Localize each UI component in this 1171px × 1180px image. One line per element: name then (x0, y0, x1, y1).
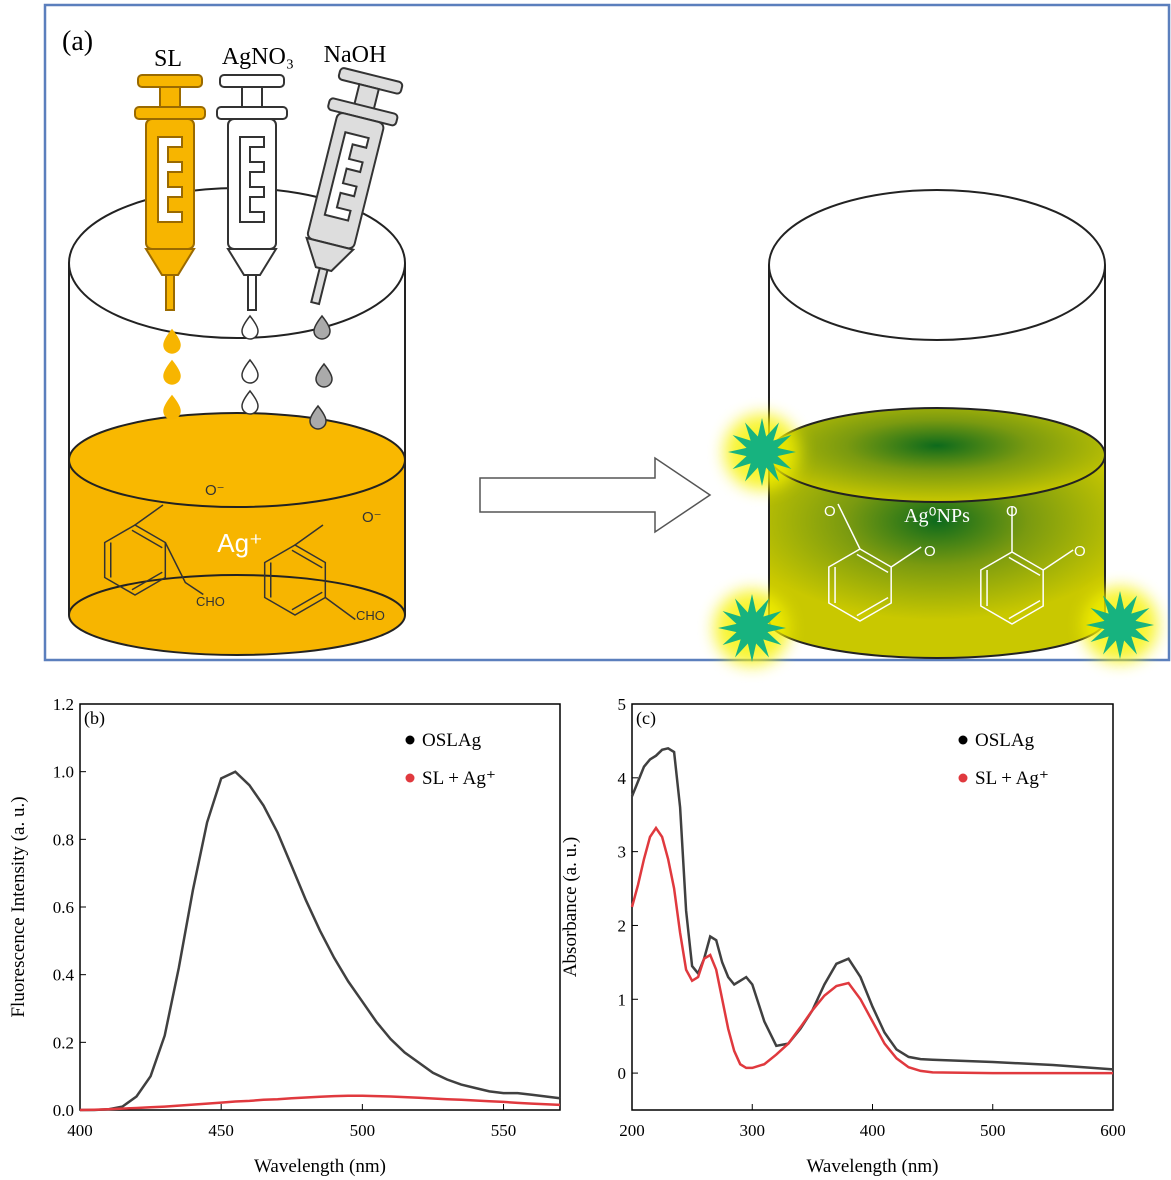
y-tick-label: 2 (618, 916, 627, 935)
group-label: O⁻ (362, 509, 382, 526)
legend-label: SL + Ag⁺ (422, 768, 496, 789)
panel-label: (b) (84, 708, 105, 729)
x-tick-label: 300 (740, 1121, 766, 1140)
y-tick-label: 1.2 (53, 695, 74, 714)
syringe (217, 75, 287, 310)
data-line (80, 772, 560, 1110)
reagent-label: AgNO₃ (222, 44, 294, 70)
x-tick-label: 500 (350, 1121, 376, 1140)
drop (242, 360, 258, 383)
y-tick-label: 1 (618, 990, 627, 1009)
panel-label: (a) (62, 26, 93, 57)
legend-marker (959, 774, 968, 783)
group-label: CHO (196, 594, 225, 609)
data-line (632, 828, 1113, 1073)
x-axis-label: Wavelength (nm) (254, 1156, 386, 1177)
y-axis-label: Fluorescence Intensity (a. u.) (8, 796, 29, 1017)
group-label: CHO (356, 608, 385, 623)
reagent-label: SL (154, 46, 182, 72)
drop (314, 316, 330, 339)
reagent-label: NaOH (324, 42, 387, 68)
x-tick-label: 500 (980, 1121, 1006, 1140)
legend-label: OSLAg (422, 730, 482, 751)
y-tick-label: 0.2 (53, 1033, 74, 1052)
y-tick-label: 3 (618, 843, 627, 862)
y-tick-label: 1.0 (53, 763, 74, 782)
group-label: O (1074, 543, 1086, 560)
x-tick-label: 200 (619, 1121, 645, 1140)
legend-marker (959, 736, 968, 745)
drop (164, 361, 180, 384)
syringe (281, 67, 406, 312)
drop (164, 396, 180, 419)
legend-label: OSLAg (975, 730, 1035, 751)
y-tick-label: 0 (618, 1064, 627, 1083)
group-label: O (924, 543, 936, 560)
arrow (480, 458, 710, 532)
ion-label: Ag⁺ (217, 528, 263, 558)
legend-marker (406, 736, 415, 745)
legend-label: SL + Ag⁺ (975, 768, 1049, 789)
y-tick-label: 0.8 (53, 830, 74, 849)
drop (242, 316, 258, 339)
syringe (135, 75, 205, 310)
panel-label: (c) (636, 708, 656, 729)
legend-marker (406, 774, 415, 783)
x-tick-label: 450 (208, 1121, 234, 1140)
drop (316, 364, 332, 387)
figure: (a) SL AgNO₃ NaOH Ag⁺ Ag⁰NPs (0, 0, 1171, 1180)
plot-frame (632, 704, 1113, 1110)
data-line (80, 1096, 560, 1110)
y-tick-label: 5 (618, 695, 627, 714)
y-tick-label: 0.6 (53, 898, 74, 917)
drop (242, 391, 258, 414)
beaker-right (769, 190, 1105, 658)
x-tick-label: 600 (1100, 1121, 1126, 1140)
plot-frame (80, 704, 560, 1110)
drop (310, 406, 326, 429)
x-tick-label: 550 (491, 1121, 517, 1140)
y-axis-label: Absorbance (a. u.) (560, 837, 581, 977)
group-label: O (824, 503, 836, 520)
product-label: Ag⁰NPs (904, 505, 970, 527)
x-axis-label: Wavelength (nm) (807, 1156, 939, 1177)
y-tick-label: 4 (618, 769, 627, 788)
x-tick-label: 400 (860, 1121, 886, 1140)
y-tick-label: 0.4 (53, 966, 75, 985)
y-tick-label: 0.0 (53, 1101, 74, 1120)
group-label: O⁻ (205, 482, 225, 499)
x-tick-label: 400 (67, 1121, 93, 1140)
